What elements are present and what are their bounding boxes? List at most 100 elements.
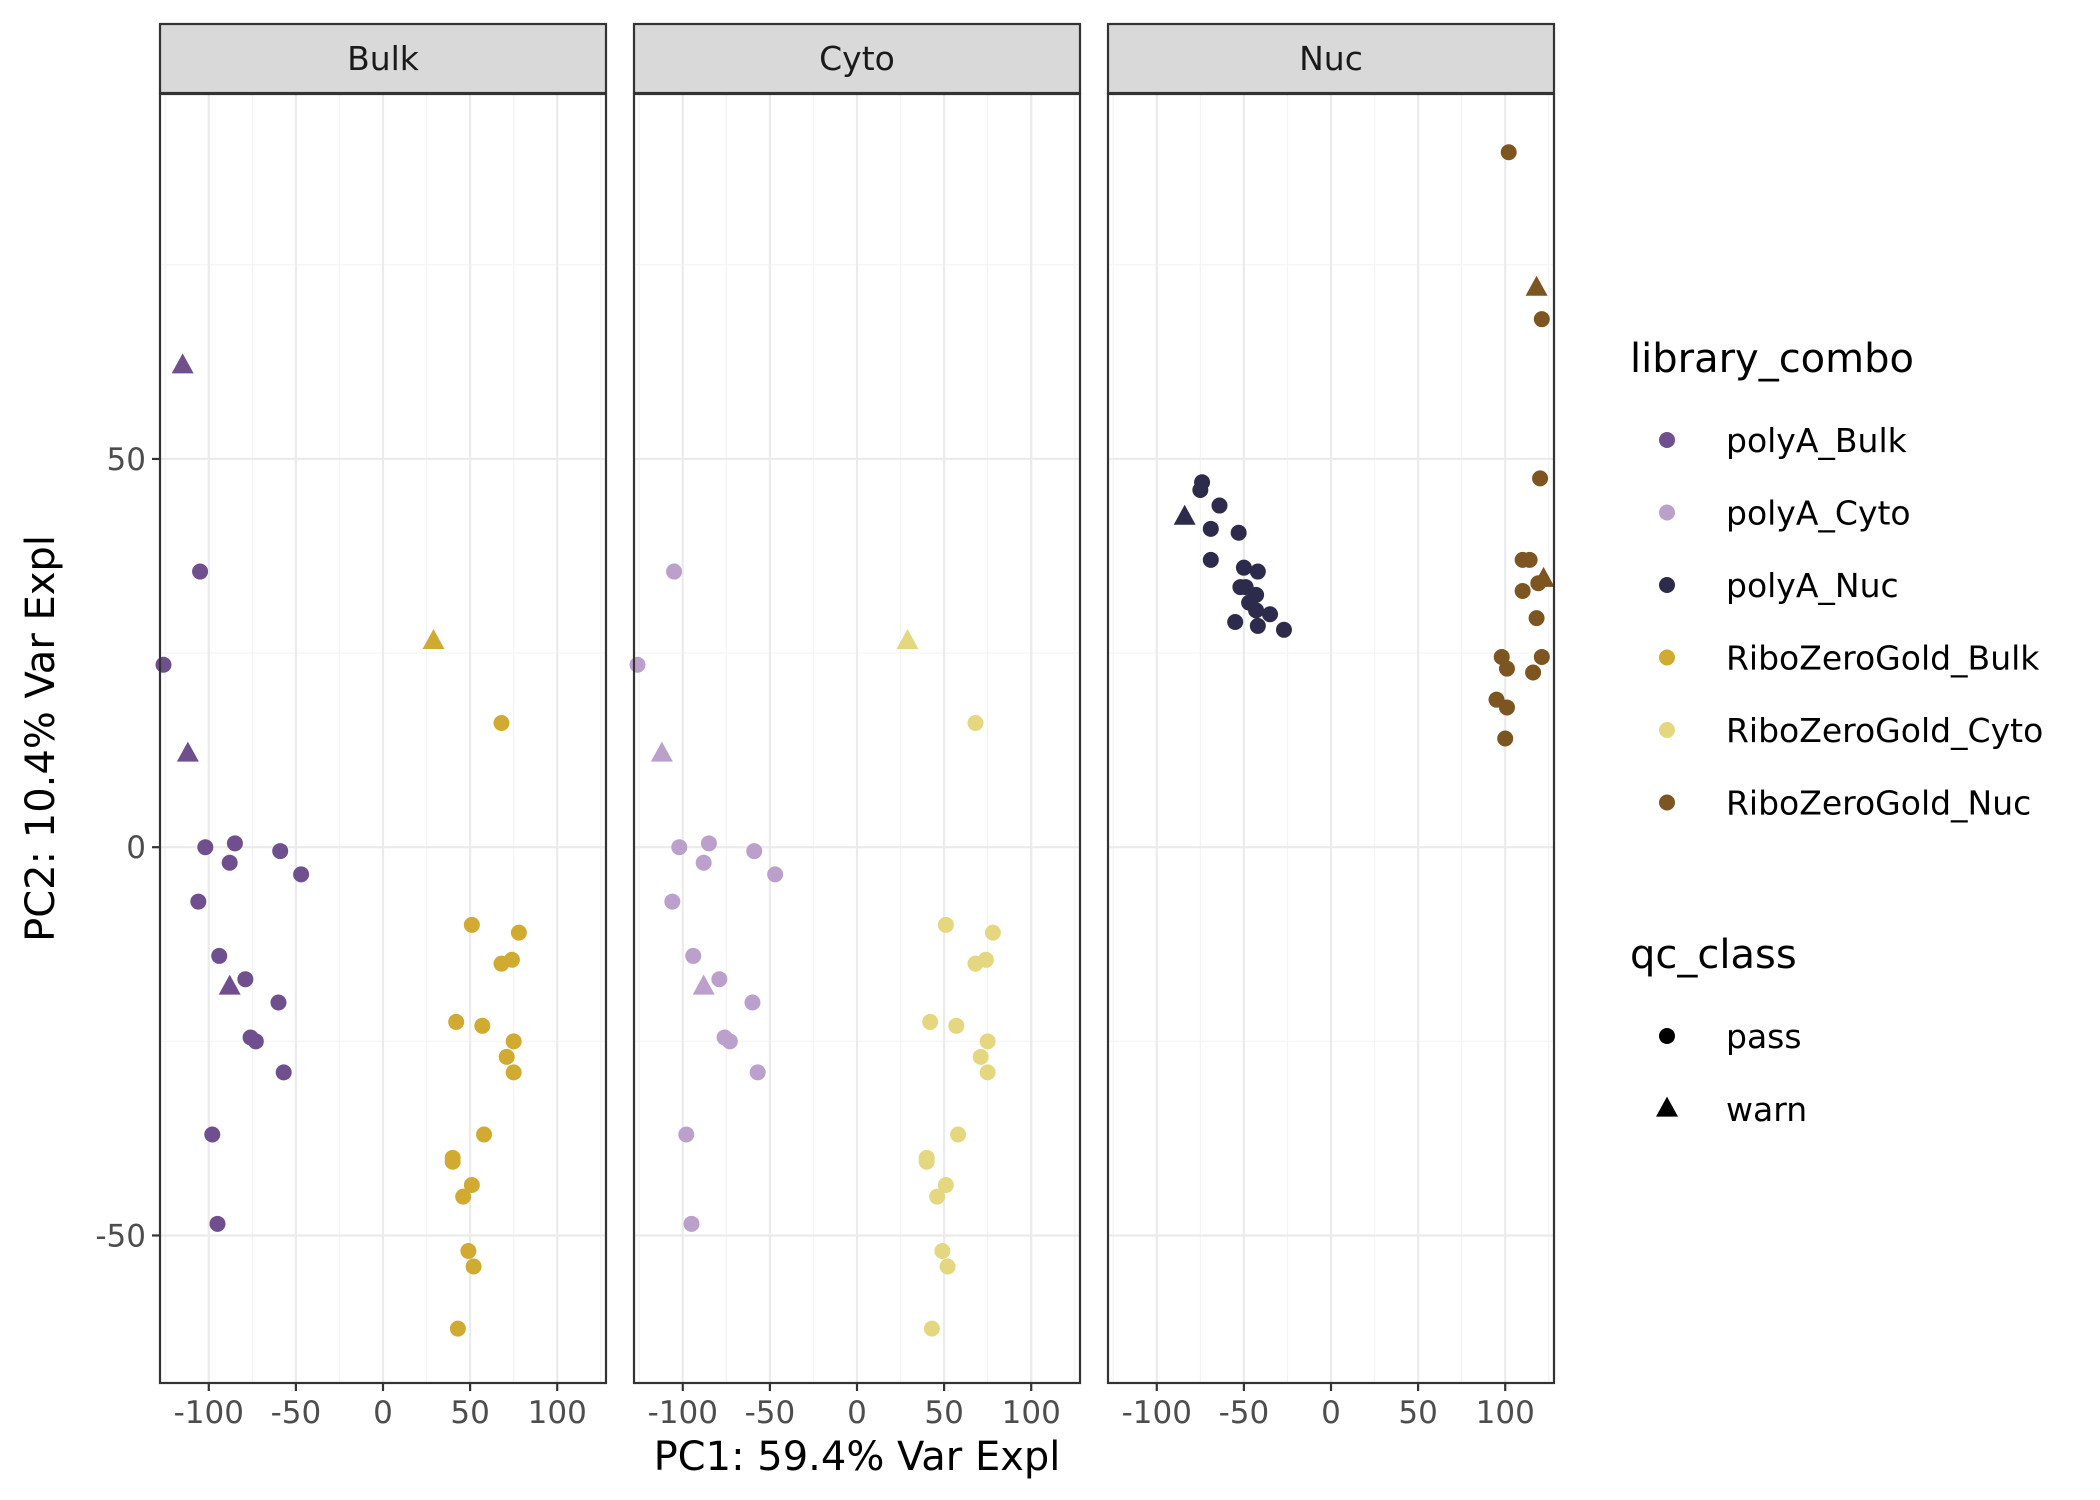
data-point-pass [918, 1153, 935, 1170]
legend-entry: polyA_Bulk [1659, 421, 1908, 460]
axes: -100 -50 0 50 100 -100 -50 0 50 100 -100 -50 0 50 100 -… [18, 442, 1535, 1480]
data-point-pass [510, 924, 527, 941]
data-point-pass [1249, 563, 1266, 580]
data-point-pass [476, 1126, 493, 1143]
data-point-pass [744, 994, 761, 1011]
y-tick-label: -50 [95, 1218, 146, 1254]
facet-panel-nuc: Nuc [1106, 22, 1556, 1385]
legend-title: library_combo [1630, 336, 1914, 382]
data-point-pass [1230, 524, 1247, 541]
legend-entry: warn [1656, 1090, 1807, 1129]
data-point-pass [721, 1033, 738, 1050]
x-tick-label: -100 [174, 1395, 244, 1431]
data-point-pass [444, 1153, 461, 1170]
data-point-pass [767, 866, 784, 883]
legend-key-triangle [1656, 1096, 1678, 1117]
x-tick-label: 0 [1321, 1395, 1341, 1431]
data-point-pass [1249, 617, 1266, 634]
data-point-pass [948, 1017, 965, 1034]
legend-label: RiboZeroGold_Cyto [1726, 711, 2043, 750]
points-layer [1173, 144, 1555, 747]
data-point-pass [629, 656, 646, 673]
legend-label: polyA_Bulk [1726, 421, 1908, 460]
data-point-pass [460, 1242, 477, 1259]
y-axis-title: PC2: 10.4% Var Expl [18, 535, 64, 942]
data-point-pass [237, 971, 254, 988]
data-point-pass [209, 1215, 226, 1232]
legend-label: polyA_Nuc [1726, 566, 1899, 605]
legend-label: polyA_Cyto [1726, 494, 1911, 533]
x-tick-label: 0 [373, 1395, 393, 1431]
data-point-pass [1500, 144, 1517, 161]
data-point-pass [1202, 551, 1219, 568]
facet-strip-label: Bulk [347, 39, 420, 78]
data-point-pass [979, 1064, 996, 1081]
data-point-pass [695, 854, 712, 871]
x-tick-label: 100 [528, 1395, 587, 1431]
points-layer [155, 353, 527, 1337]
x-tick-label: 100 [1476, 1395, 1535, 1431]
data-point-warn [176, 741, 199, 762]
data-point-warn [1525, 275, 1548, 296]
facet-panel-cyto: Cyto [629, 22, 1082, 1385]
data-point-pass [711, 971, 728, 988]
legend-key-circle [1659, 577, 1675, 593]
legend: library_combo polyA_Bulk polyA_Cyto polyA_N… [1630, 336, 2043, 1129]
facet-strip-label: Nuc [1299, 39, 1363, 78]
data-point-pass [671, 839, 688, 856]
data-point-warn [896, 629, 919, 650]
data-point-pass [700, 835, 717, 852]
legend-key-circle [1659, 432, 1675, 448]
series-polyA_Bulk [155, 353, 310, 1232]
data-point-pass [664, 893, 681, 910]
facet-strip [1106, 22, 1556, 95]
data-point-pass [984, 924, 1001, 941]
data-point-pass [1192, 482, 1209, 499]
legend-key-circle [1659, 722, 1675, 738]
data-point-pass [505, 1033, 522, 1050]
data-point-warn [650, 741, 673, 762]
series-RiboZeroGold_Bulk [422, 629, 527, 1337]
data-point-pass [293, 866, 310, 883]
data-point-pass [749, 1064, 766, 1081]
legend-entry: pass [1659, 1017, 1802, 1056]
facet-panel-bulk: Bulk [155, 22, 608, 1385]
legend-label: pass [1726, 1017, 1802, 1056]
x-tick-label: 50 [450, 1395, 489, 1431]
data-point-pass [211, 947, 228, 964]
y-tick-label: 0 [126, 830, 146, 866]
facet-strip-label: Cyto [819, 39, 895, 78]
series-RiboZeroGold_Nuc [1488, 144, 1555, 747]
x-tick-label: 0 [847, 1395, 867, 1431]
x-tick-label: 50 [1398, 1395, 1437, 1431]
legend-library-combo: library_combo polyA_Bulk polyA_Cyto polyA_N… [1630, 336, 2043, 823]
data-point-pass [746, 843, 763, 860]
data-point-pass [190, 893, 207, 910]
data-point-pass [934, 1242, 951, 1259]
data-point-pass [192, 563, 209, 580]
data-point-pass [979, 1033, 996, 1050]
data-point-pass [1525, 664, 1542, 681]
data-point-pass [498, 1048, 515, 1065]
data-point-pass [275, 1064, 292, 1081]
data-point-pass [1530, 575, 1547, 592]
data-point-pass [1262, 606, 1279, 623]
points-layer [629, 563, 1001, 1337]
legend-label: warn [1726, 1090, 1807, 1129]
x-tick-label: -50 [271, 1395, 322, 1431]
data-point-pass [1497, 730, 1514, 747]
data-point-pass [1533, 648, 1550, 665]
data-point-pass [197, 839, 214, 856]
data-point-pass [1521, 551, 1538, 568]
data-point-pass [1498, 660, 1515, 677]
x-tick-label: -100 [648, 1395, 718, 1431]
data-point-pass [937, 916, 954, 933]
data-point-pass [463, 1176, 480, 1193]
data-point-pass [155, 656, 172, 673]
data-point-pass [950, 1126, 967, 1143]
facet-panels: Bulk Cyto Nuc [155, 22, 1556, 1385]
data-point-pass [493, 955, 510, 972]
legend-entry: RiboZeroGold_Nuc [1659, 784, 2031, 823]
data-point-pass [1528, 610, 1545, 627]
